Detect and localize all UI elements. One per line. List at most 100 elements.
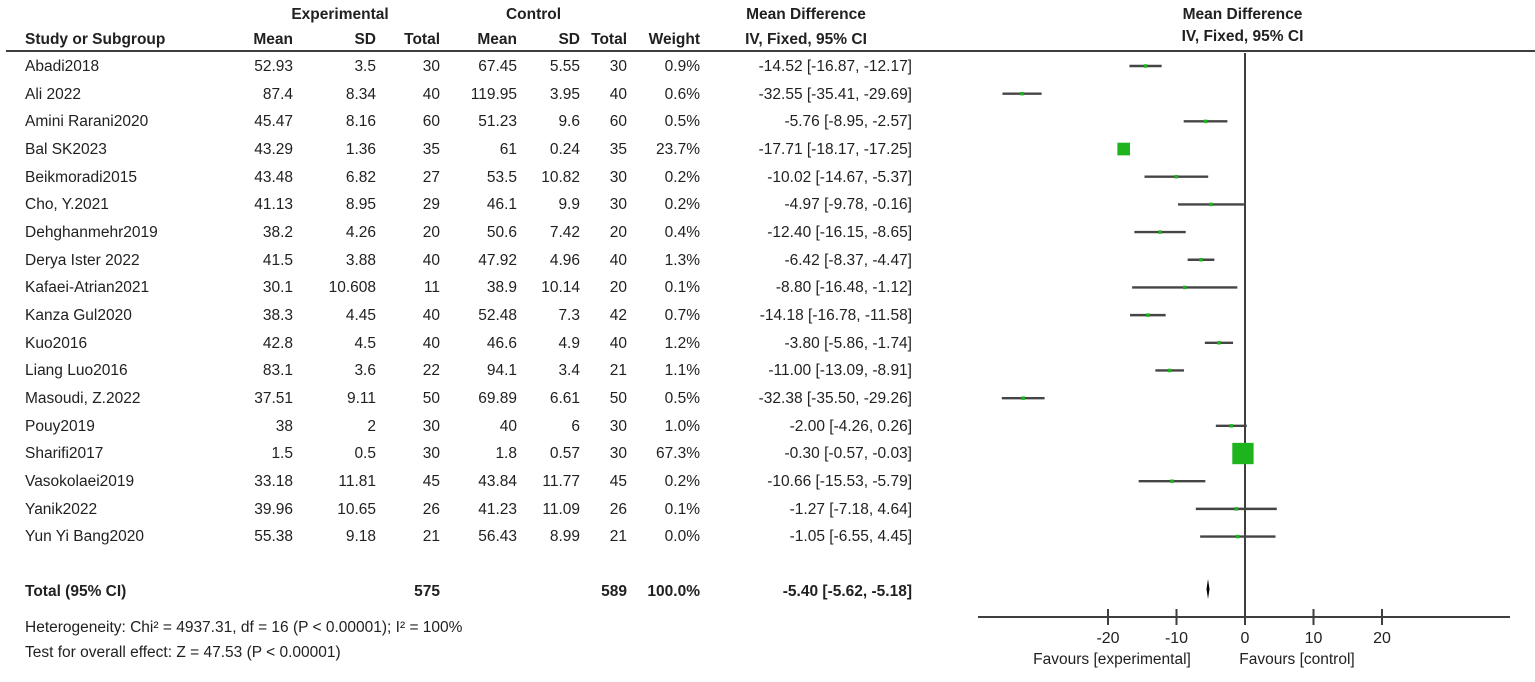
md-ci-cell: -10.66 [-15.53, -5.79] <box>767 472 912 490</box>
ctrl-total-cell: 30 <box>609 196 627 214</box>
ctrl-mean-cell: 1.8 <box>495 445 517 463</box>
ctrl-mean-cell: 50.6 <box>486 223 517 241</box>
table-row: Dehghanmehr2019 38.2 4.26 20 50.6 7.42 20 0.4% -… <box>0 219 950 247</box>
exp-sd-cell: 8.16 <box>345 113 376 131</box>
weight-cell: 0.6% <box>664 85 700 103</box>
exp-mean-cell: 83.1 <box>262 362 293 380</box>
total-md-ci: -5.40 [-5.62, -5.18] <box>782 582 912 600</box>
ctrl-sd-cell: 6.61 <box>549 389 580 407</box>
weight-cell: 0.1% <box>664 279 700 297</box>
weight-cell: 1.3% <box>664 251 700 269</box>
ctrl-sd-cell: 4.9 <box>558 334 580 352</box>
ctrl-total-cell: 30 <box>609 445 627 463</box>
ctrl-total-cell: 40 <box>609 334 627 352</box>
col-header-exp-total: Total <box>404 30 440 48</box>
weight-cell: 0.5% <box>664 113 700 131</box>
exp-sd-cell: 4.45 <box>345 306 376 324</box>
exp-total-cell: 40 <box>422 251 440 269</box>
total-label: Total (95% CI) <box>25 582 127 600</box>
axis-tick-label: 10 <box>1305 630 1323 647</box>
effect-square <box>1236 534 1240 539</box>
ctrl-sd-cell: 3.4 <box>558 362 580 380</box>
weight-cell: 0.9% <box>664 57 700 75</box>
study-label: Derya Ister 2022 <box>25 251 140 269</box>
axis-tick-label: 0 <box>1241 630 1250 647</box>
weight-cell: 1.0% <box>664 417 700 435</box>
effect-square <box>1158 230 1162 234</box>
exp-mean-cell: 38.2 <box>262 223 293 241</box>
exp-total-cell: 27 <box>422 168 440 186</box>
weight-cell: 0.1% <box>664 500 700 518</box>
axis-tick-label: -10 <box>1165 630 1188 647</box>
ctrl-total-cell: 40 <box>609 85 627 103</box>
exp-sd-cell: 10.608 <box>328 279 376 297</box>
weight-cell: 23.7% <box>656 140 700 158</box>
exp-total-cell: 30 <box>422 445 440 463</box>
ctrl-sd-cell: 6 <box>571 417 580 435</box>
study-label: Liang Luo2016 <box>25 362 128 380</box>
overall-effect-text: Test for overall effect: Z = 47.53 (P < … <box>25 644 341 661</box>
weight-cell: 0.2% <box>664 168 700 186</box>
axis-tick-label: -20 <box>1096 630 1119 647</box>
md-ci-cell: -5.76 [-8.95, -2.57] <box>784 113 912 131</box>
ctrl-sd-cell: 8.99 <box>549 528 580 546</box>
effect-square <box>1229 424 1234 428</box>
table-row: Kafaei-Atrian2021 30.1 10.608 11 38.9 10.14 20… <box>0 274 950 302</box>
exp-total-cell: 35 <box>422 140 440 158</box>
study-label: Masoudi, Z.2022 <box>25 389 141 407</box>
md-ci-cell: -12.40 [-16.15, -8.65] <box>767 223 912 241</box>
exp-sd-cell: 8.95 <box>345 196 376 214</box>
exp-sd-cell: 3.5 <box>354 57 376 75</box>
exp-sd-cell: 11.81 <box>338 472 376 490</box>
exp-total-cell: 11 <box>423 279 440 297</box>
weight-cell: 0.5% <box>664 389 700 407</box>
ctrl-sd-cell: 4.96 <box>549 251 580 269</box>
md-ci-cell: -14.18 [-16.78, -11.58] <box>759 306 912 324</box>
total-ctrl-total: 589 <box>601 582 627 600</box>
ctrl-total-cell: 20 <box>609 279 627 297</box>
exp-mean-cell: 42.8 <box>262 334 293 352</box>
study-label: Pouy2019 <box>25 417 95 435</box>
favours-control-label: Favours [control] <box>1239 651 1354 668</box>
exp-sd-cell: 4.26 <box>345 223 376 241</box>
effect-title-text-column: Mean Difference <box>746 6 866 23</box>
ctrl-mean-cell: 41.23 <box>478 500 517 518</box>
table-row: Vasokolaei2019 33.18 11.81 45 43.84 11.77 45 0.… <box>0 468 950 496</box>
exp-mean-cell: 38.3 <box>262 306 293 324</box>
exp-sd-cell: 1.36 <box>345 140 376 158</box>
ctrl-total-cell: 60 <box>609 113 627 131</box>
ctrl-total-cell: 21 <box>609 362 627 380</box>
table-row: Ali 2022 87.4 8.34 40 119.95 3.95 40 0.6% -32.55… <box>0 81 950 109</box>
ctrl-mean-cell: 53.5 <box>486 168 517 186</box>
ctrl-sd-cell: 5.55 <box>549 57 580 75</box>
weight-cell: 1.1% <box>664 362 700 380</box>
total-exp-total: 575 <box>414 582 440 600</box>
ctrl-mean-cell: 61 <box>499 140 517 158</box>
effect-square <box>1209 202 1213 207</box>
exp-mean-cell: 87.4 <box>262 85 293 103</box>
md-ci-cell: -17.71 [-18.17, -17.25] <box>758 140 912 158</box>
table-row: Pouy2019 38 2 30 40 6 30 1.0% -2.00 [-4.26, 0.26… <box>0 413 950 441</box>
weight-cell: 0.2% <box>664 472 700 490</box>
table-row: Bal SK2023 43.29 1.36 35 61 0.24 35 23.7% -17.71… <box>0 136 950 164</box>
md-ci-cell: -8.80 [-16.48, -1.12] <box>775 279 912 297</box>
ctrl-sd-cell: 0.24 <box>549 140 580 158</box>
col-header-study: Study or Subgroup <box>25 30 166 48</box>
effect-square <box>1167 368 1172 373</box>
exp-sd-cell: 9.18 <box>345 528 376 546</box>
table-row: Kanza Gul2020 38.3 4.45 40 52.48 7.3 42 0.7% -14… <box>0 302 950 330</box>
exp-total-cell: 50 <box>422 389 440 407</box>
ctrl-mean-cell: 94.1 <box>486 362 517 380</box>
table-row: Liang Luo2016 83.1 3.6 22 94.1 3.4 21 1.1% -11.0… <box>0 357 950 385</box>
md-ci-cell: -6.42 [-8.37, -4.47] <box>784 251 912 269</box>
column-header-row: Study or Subgroup Mean SD Total Mean SD … <box>0 26 975 54</box>
col-header-method-text-column: IV, Fixed, 95% CI <box>745 30 867 48</box>
study-label: Ali 2022 <box>25 85 82 103</box>
exp-total-cell: 30 <box>422 57 440 75</box>
ctrl-mean-cell: 52.48 <box>478 306 517 324</box>
md-ci-cell: -10.02 [-14.67, -5.37] <box>767 168 912 186</box>
col-header-ctrl-mean: Mean <box>477 30 517 48</box>
exp-total-cell: 40 <box>422 306 440 324</box>
ctrl-mean-cell: 43.84 <box>478 472 517 490</box>
col-header-exp-sd: SD <box>354 30 376 48</box>
